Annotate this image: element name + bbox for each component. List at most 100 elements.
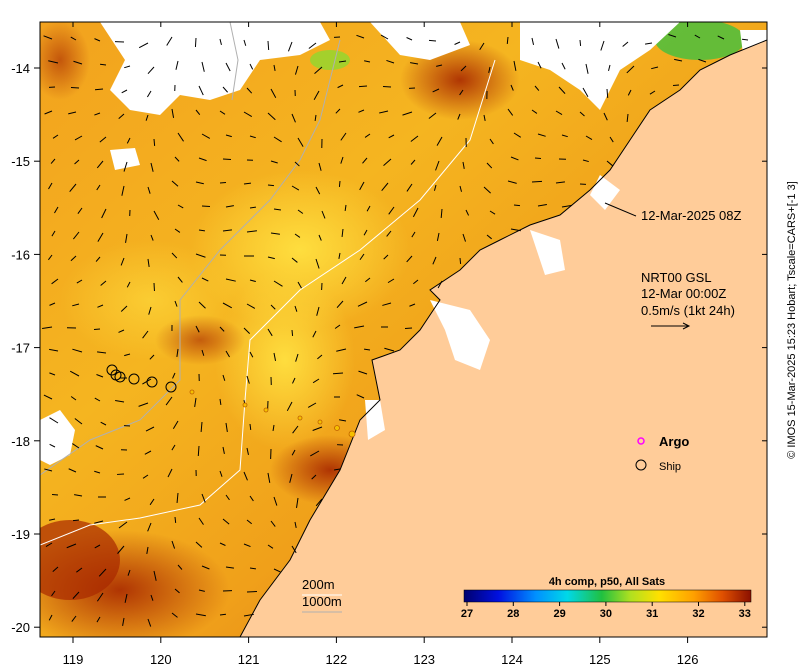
x-axis: 119 120 121 122 123 124 125 126 [63,22,699,667]
current-vector [312,426,323,431]
current-vector [138,42,149,49]
current-vector [147,522,152,532]
current-vector [76,279,83,284]
current-vector [382,85,392,88]
current-vector [409,303,416,307]
current-vector [69,370,80,377]
current-vector [225,422,228,432]
current-vector [166,36,173,46]
current-vector [270,520,276,527]
current-vector [337,84,344,89]
current-vector [147,66,155,75]
current-vector [465,209,470,216]
current-vector [194,37,197,48]
current-vector [507,180,517,184]
current-vector [674,58,683,62]
ship-track [106,364,177,393]
current-vector [318,162,322,171]
current-vector [410,159,416,165]
current-vector [150,234,154,241]
current-vector [54,206,59,214]
current-vector [126,281,131,288]
current-vector [48,614,53,621]
current-vector [531,109,538,114]
current-vector [459,185,462,192]
colorbar-tick-label: 30 [600,608,612,620]
current-vector [354,325,365,329]
current-vector [225,62,231,72]
current-vector [48,182,53,190]
current-vector [406,37,413,41]
current-vector [222,229,232,232]
current-vector [74,418,83,425]
current-vector [291,113,296,123]
current-vector [585,135,593,141]
current-vector [198,517,204,525]
x-tick-label: 120 [150,652,172,667]
current-vector [118,113,125,119]
current-vector [459,89,464,96]
current-vector [51,590,56,597]
current-vector [297,209,304,214]
current-vector [286,401,293,412]
track-dot [189,389,195,395]
current-vector [435,160,440,171]
current-vector [195,253,206,258]
current-vector [315,498,323,507]
current-vector [558,86,566,94]
current-vector [175,60,179,70]
current-vector [174,516,177,524]
current-vector [272,424,275,432]
current-vector [145,426,155,432]
current-vector [310,450,320,457]
current-vector [97,304,104,308]
current-vector [513,204,521,207]
current-vector [201,61,205,72]
current-vector [488,66,491,73]
cloud-mask [100,22,330,115]
current-vector [606,160,614,167]
current-vector [297,281,302,289]
current-vector [127,569,131,576]
current-vector [72,348,83,353]
current-vector [249,63,254,70]
current-vector [626,113,629,123]
current-vector [358,109,365,113]
colorbar-tick-label: 32 [692,608,704,620]
current-vector [741,38,749,41]
current-vector [363,348,371,351]
current-vector [94,397,101,402]
current-vector [585,63,589,74]
current-vector [555,181,565,184]
current-vector [626,65,635,74]
current-vector [142,330,149,339]
current-vector [313,90,320,100]
current-vector [462,161,465,169]
current-vector [270,232,280,235]
current-vector [195,325,200,333]
current-vector [171,180,179,187]
current-vector [333,468,341,471]
current-vector [145,114,149,121]
current-vector [42,326,53,330]
current-vector [627,89,632,96]
colorbar-tick-label: 28 [507,608,519,620]
hot-patch [40,520,120,600]
current-vector [222,86,229,93]
current-vector [219,110,226,115]
current-vector [645,42,653,45]
land [240,40,767,637]
current-vector [70,36,77,41]
current-vector [489,138,494,145]
current-vector [336,300,344,309]
y-tick-label: -19 [11,527,30,542]
x-tick-label: 126 [677,652,699,667]
current-vector [289,473,293,483]
current-vector [359,181,365,191]
hot-patch [155,315,245,365]
current-vector [49,518,56,521]
current-vector [459,257,462,265]
current-vector [383,254,389,260]
current-vector [101,208,107,219]
current-vector [97,232,104,242]
